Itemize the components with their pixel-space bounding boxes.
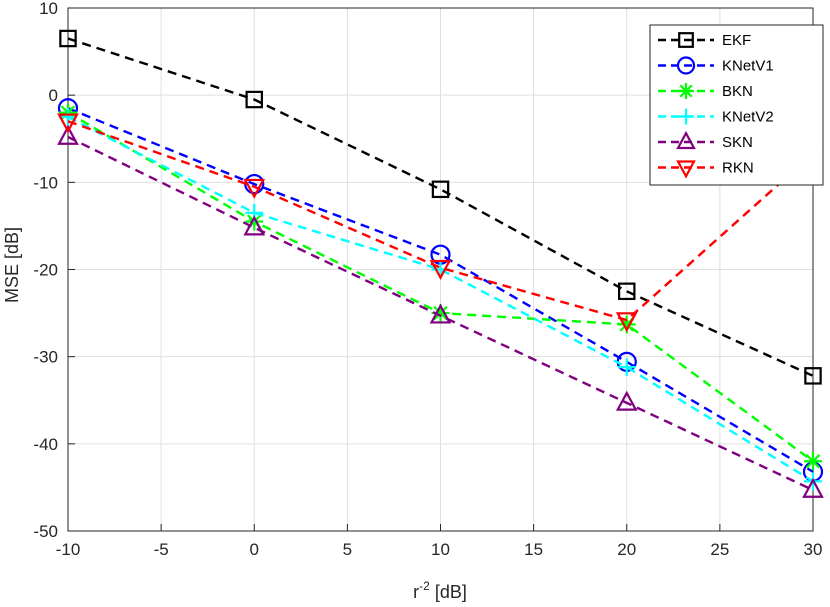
data-point xyxy=(59,29,77,48)
y-tick-label: -40 xyxy=(33,435,58,454)
legend-entry: RKN xyxy=(658,160,754,179)
data-point xyxy=(431,304,450,323)
y-tick-label: 10 xyxy=(39,0,58,18)
series-layer xyxy=(57,29,824,498)
series-skn xyxy=(57,124,824,498)
data-point xyxy=(245,90,264,109)
data-point xyxy=(617,358,636,377)
x-tick-label: -10 xyxy=(56,540,81,559)
data-point xyxy=(676,160,696,179)
y-tick-label: -10 xyxy=(33,173,58,192)
x-tick-label: 30 xyxy=(804,540,823,559)
y-tick-label: -20 xyxy=(33,261,58,280)
series-line xyxy=(67,115,814,483)
data-point xyxy=(678,32,694,48)
x-axis-label: r-2 [dB] xyxy=(413,579,467,602)
x-tick-label: 20 xyxy=(617,540,636,559)
data-point xyxy=(676,130,696,150)
data-point xyxy=(615,312,638,333)
data-point xyxy=(243,215,266,236)
legend-box xyxy=(649,24,824,186)
legend-entry: KNetV1 xyxy=(658,56,774,75)
legend-entry: BKN xyxy=(658,83,753,100)
y-tick-label: 0 xyxy=(49,86,58,105)
legend-entry: SKN xyxy=(658,130,753,151)
data-point xyxy=(615,390,638,411)
y-tick-label: -50 xyxy=(33,522,58,541)
legend-label: BKN xyxy=(722,83,753,100)
series-ekf xyxy=(59,29,822,385)
data-point xyxy=(429,303,452,324)
data-point xyxy=(678,108,694,125)
legend-entry: EKF xyxy=(658,32,751,49)
data-point xyxy=(429,259,452,280)
data-point xyxy=(804,367,822,385)
data-point xyxy=(57,113,79,134)
x-tick-label: -5 xyxy=(154,540,169,559)
data-point xyxy=(57,124,79,145)
data-point xyxy=(431,180,450,199)
data-point xyxy=(617,315,636,334)
y-axis-label: MSE [dB] xyxy=(2,227,22,303)
series-line xyxy=(67,37,814,377)
data-point xyxy=(676,56,696,75)
x-axis-label-base: r xyxy=(413,582,419,602)
data-point xyxy=(243,178,266,199)
x-tick-label: 25 xyxy=(710,540,729,559)
legend: EKF KNetV1 BKN KNetV2 SKN RKN xyxy=(649,24,824,186)
x-axis-label-sup: -2 xyxy=(419,579,430,593)
legend-label: KNetV2 xyxy=(722,109,774,126)
series-line xyxy=(67,120,814,322)
data-point xyxy=(678,83,694,99)
legend-label: EKF xyxy=(722,32,751,49)
x-axis-label-unit: [dB] xyxy=(430,582,467,602)
data-point xyxy=(804,452,822,471)
series-line xyxy=(67,135,814,492)
x-tick-label: 0 xyxy=(250,540,259,559)
x-tick-label: 10 xyxy=(431,540,450,559)
y-tick-label: -30 xyxy=(33,348,58,367)
data-point xyxy=(802,477,824,498)
data-point xyxy=(59,107,77,126)
legend-entry: KNetV2 xyxy=(658,108,774,126)
legend-label: KNetV1 xyxy=(722,58,774,75)
x-tick-label: 15 xyxy=(524,540,543,559)
legend-label: RKN xyxy=(722,160,754,177)
x-tick-label: 5 xyxy=(343,540,352,559)
data-point xyxy=(617,282,636,301)
legend-label: SKN xyxy=(722,134,753,151)
